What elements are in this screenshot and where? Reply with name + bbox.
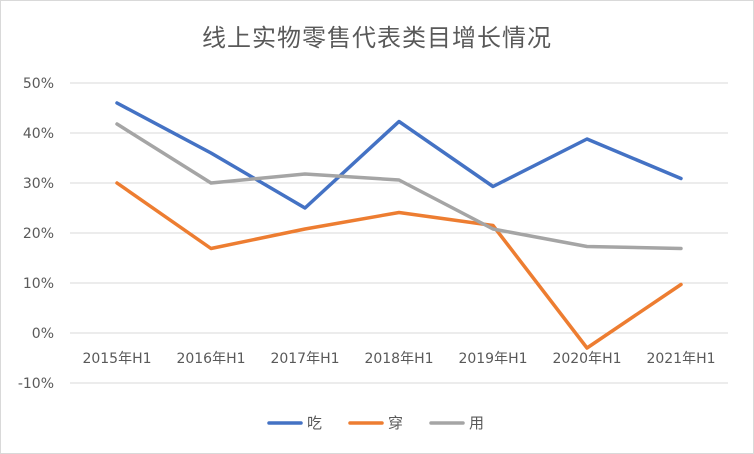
legend-label: 穿 xyxy=(388,414,403,432)
series-line-3 xyxy=(115,122,683,251)
x-tick-label: 2020年H1 xyxy=(552,351,621,367)
y-tick-label: 20% xyxy=(23,226,54,242)
y-tick-label: 0% xyxy=(32,326,54,342)
x-tick-label: 2021年H1 xyxy=(646,351,715,367)
legend-label: 用 xyxy=(469,414,484,432)
series-line-2 xyxy=(115,181,683,350)
y-tick-label: 40% xyxy=(23,126,54,142)
y-tick-label: -10% xyxy=(18,376,54,392)
series-line-1 xyxy=(115,101,683,210)
chart-title: 线上实物零售代表类目增长情况 xyxy=(202,24,552,52)
x-tick-label: 2018年H1 xyxy=(364,351,433,367)
y-tick-label: 50% xyxy=(23,76,54,92)
x-tick-label: 2017年H1 xyxy=(270,351,339,367)
legend-label: 吃 xyxy=(307,414,322,432)
x-tick-label: 2015年H1 xyxy=(82,351,151,367)
y-tick-label: 10% xyxy=(23,276,54,292)
y-tick-label: 30% xyxy=(23,176,54,192)
x-tick-label: 2016年H1 xyxy=(176,351,245,367)
x-tick-label: 2019年H1 xyxy=(458,351,527,367)
